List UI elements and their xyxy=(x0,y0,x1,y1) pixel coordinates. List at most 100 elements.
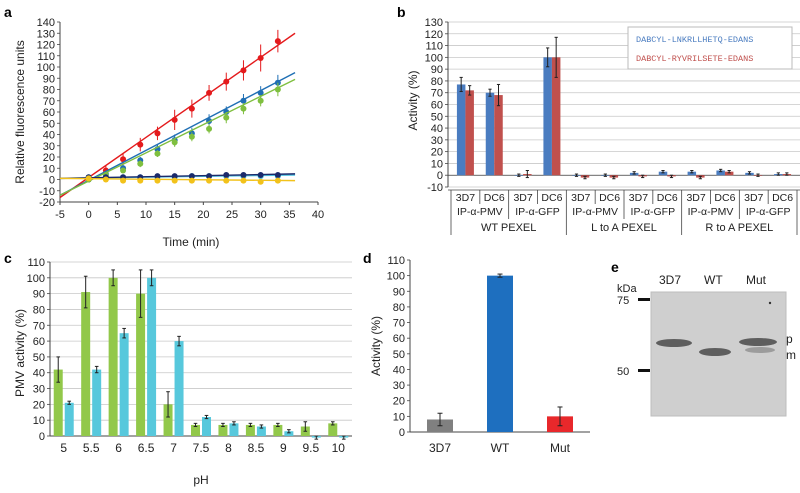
category-label: DC6 xyxy=(599,192,620,204)
y-tick-label: 50 xyxy=(393,349,405,361)
y-tick-label: 20 xyxy=(43,152,55,164)
bar xyxy=(284,431,294,436)
data-point xyxy=(240,105,247,112)
data-point xyxy=(171,177,178,184)
y-axis-title: Relative fluorescence units xyxy=(13,40,27,183)
y-tick-label: 90 xyxy=(393,286,405,298)
y-tick-label: 60 xyxy=(43,107,55,119)
y-tick-label: 0 xyxy=(49,175,55,187)
data-point xyxy=(274,172,281,178)
fit-line xyxy=(59,78,296,196)
data-point xyxy=(223,78,230,85)
series-yellow xyxy=(59,175,296,185)
y-tick-label: 20 xyxy=(33,399,45,411)
blot-lane-label: 3D7 xyxy=(659,273,681,287)
blot-band-mut-p xyxy=(739,338,777,346)
data-point xyxy=(137,160,144,167)
y-tick-label: 80 xyxy=(43,85,55,97)
data-point xyxy=(206,177,213,184)
bar xyxy=(687,171,697,176)
y-axis-title: PMV activity (%) xyxy=(13,309,27,397)
ladder-mark-50 xyxy=(638,369,650,372)
y-tick-label: 20 xyxy=(393,396,405,408)
bar xyxy=(53,369,63,436)
y-tick-label: 70 xyxy=(33,320,45,332)
data-point xyxy=(171,116,178,123)
x-tick-label: 0 xyxy=(86,209,92,221)
y-tick-label: 120 xyxy=(425,29,443,41)
y-tick-label: 40 xyxy=(43,130,55,142)
x-tick-label: 7.5 xyxy=(193,441,210,455)
category-label: 3D7 xyxy=(629,192,648,204)
bar xyxy=(136,293,146,436)
blot-band-mut-faint xyxy=(745,347,775,353)
x-tick-label: 7 xyxy=(170,441,177,455)
band-label-p: p xyxy=(786,332,793,346)
y-tick-label: 20 xyxy=(431,147,443,159)
bar xyxy=(551,57,561,176)
panel-label-d: d xyxy=(363,250,372,266)
assay-label: IP-α-GFP xyxy=(746,206,791,218)
y-tick-label: 100 xyxy=(27,273,45,285)
y-tick-label: 0 xyxy=(39,431,45,443)
bar xyxy=(108,277,118,436)
data-point xyxy=(154,150,161,157)
blot-border xyxy=(650,291,787,417)
group-label: L to A PEXEL xyxy=(591,222,657,234)
x-tick-label: 20 xyxy=(197,209,209,221)
panel-label-b: b xyxy=(397,4,406,20)
y-tick-label: 40 xyxy=(33,368,45,380)
legend: DABCYL-LNKRLLHETQ-EDANS DABCYL-RYVRILSETE… xyxy=(627,26,793,70)
x-tick-label: 9 xyxy=(280,441,287,455)
y-tick-label: 120 xyxy=(37,40,55,52)
y-tick-label: 60 xyxy=(393,333,405,345)
category-label: DC6 xyxy=(714,192,735,204)
y-tick-label: 90 xyxy=(33,289,45,301)
x-axis-title: Time (min) xyxy=(163,235,220,249)
data-point xyxy=(102,176,109,183)
bar xyxy=(191,424,200,436)
bar xyxy=(81,292,91,436)
x-tick-label: 8.5 xyxy=(248,441,265,455)
bar xyxy=(543,57,552,176)
y-tick-label: 90 xyxy=(431,64,443,76)
assay-label: IP-α-GFP xyxy=(515,206,560,218)
bar xyxy=(218,424,228,436)
data-point xyxy=(120,156,127,163)
y-tick-label: -10 xyxy=(39,186,55,198)
data-point xyxy=(137,141,144,148)
x-tick-label: 40 xyxy=(312,209,324,221)
data-point xyxy=(154,177,161,184)
y-tick-label: 10 xyxy=(43,163,55,175)
y-tick-label: 30 xyxy=(43,141,55,153)
y-tick-label: 110 xyxy=(425,41,443,53)
y-tick-label: 110 xyxy=(27,257,45,269)
data-point xyxy=(120,167,127,174)
ladder-label-75: 75 xyxy=(617,295,629,307)
x-tick-label: 25 xyxy=(226,209,238,221)
y-axis-title: Activity (%) xyxy=(406,70,420,130)
data-point xyxy=(206,89,213,96)
panel-label-e: e xyxy=(611,259,619,275)
data-point xyxy=(85,175,92,182)
data-point xyxy=(120,177,127,184)
assay-label: IP-α-PMV xyxy=(572,206,618,218)
panel-d-chart: 0 10 20 30 40 50 60 70 80 90 100 110 Activity (%) 3D7… xyxy=(369,255,590,455)
y-tick-label: 50 xyxy=(431,111,443,123)
data-point xyxy=(188,177,195,184)
bar xyxy=(724,171,734,176)
category-label: DC6 xyxy=(541,192,562,204)
panel-label-a: a xyxy=(4,4,12,20)
bar xyxy=(163,404,173,436)
bar xyxy=(658,171,668,176)
y-tick-label: 40 xyxy=(431,123,443,135)
y-tick-label: 80 xyxy=(393,302,405,314)
data-point xyxy=(240,67,247,74)
ladder-label-50: 50 xyxy=(617,366,629,378)
y-tick-label: 50 xyxy=(43,118,55,130)
category-label: DC6 xyxy=(772,192,793,204)
x-tick-label: 30 xyxy=(255,209,267,221)
data-point xyxy=(171,139,178,146)
bar xyxy=(328,423,338,436)
